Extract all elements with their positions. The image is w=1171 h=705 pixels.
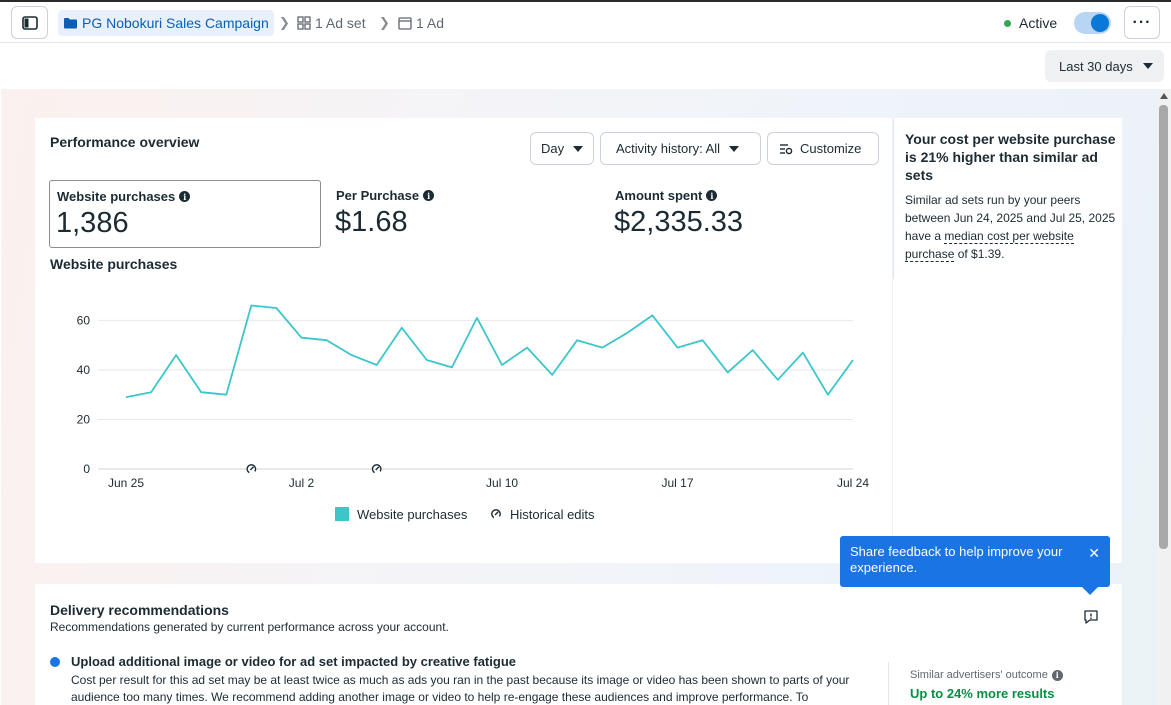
active-toggle[interactable] (1074, 12, 1111, 34)
website-purchases-chart: 0 20 40 60 Jun 25 Jul 2 Jul 10 Jul 17 Jul 24 Webs… (77, 304, 869, 522)
more-dots-icon: ··· (1132, 13, 1152, 31)
window-top-border (0, 0, 1171, 2)
x-tick-label: Jul 17 (662, 476, 694, 490)
grid-icon (297, 16, 311, 30)
y-tick-label: 20 (77, 412, 91, 426)
metric-website-purchases[interactable]: Website purchases i 1,386 (49, 180, 321, 248)
toast-message: Share feedback to help improve your expe… (850, 544, 1063, 575)
caret-down-icon (573, 145, 584, 152)
chevron-right-icon: ❯ (379, 15, 390, 30)
caret-down-icon (729, 145, 740, 152)
metric-per-purchase[interactable]: Per Purchase i $1.68 (329, 180, 589, 248)
close-icon[interactable]: ✕ (1088, 545, 1100, 561)
legend-swatch-website-purchases (335, 507, 349, 521)
feedback-toast[interactable]: Share feedback to help improve your expe… (840, 536, 1110, 595)
legend-label-historical-edits: Historical edits (510, 507, 595, 522)
x-tick-label: Jul 10 (486, 476, 518, 490)
recommendation-bullet (50, 657, 60, 667)
breadcrumb-ad[interactable]: 1 Ad (398, 10, 444, 36)
series-line-website-purchases (125, 304, 854, 399)
status-indicator: Active (1004, 10, 1057, 36)
customize-button[interactable]: Customize (767, 132, 879, 165)
info-icon[interactable]: i (1051, 669, 1063, 681)
benchmark-insight-card: Your cost per website purchase is 21% hi… (893, 118, 1122, 563)
metric-label: Amount spent (615, 188, 703, 203)
breadcrumb-ad-label: 1 Ad (416, 15, 445, 31)
metric-label: Per Purchase (336, 188, 420, 203)
delivery-subtitle: Recommendations generated by current per… (50, 620, 449, 634)
granularity-label: Day (541, 141, 565, 156)
date-range-label: Last 30 days (1059, 58, 1133, 74)
metric-label-wrap: Per Purchase i (336, 188, 435, 203)
activity-history-label: Activity history: All (616, 141, 721, 156)
scrollbar-thumb[interactable] (1159, 105, 1168, 549)
breadcrumb-campaign-label: PG Nobokuri Sales Campaign (82, 15, 269, 31)
outcome-label-wrap: Similar advertisers' outcome i (910, 669, 1063, 681)
status-dot (1004, 19, 1011, 27)
customize-icon (780, 143, 793, 154)
info-icon[interactable]: i (706, 190, 718, 201)
vertical-scrollbar[interactable] (1157, 89, 1171, 705)
ad-frame-icon (398, 16, 412, 30)
top-bar: PG Nobokuri Sales Campaign ❯ 1 Ad set ❯ … (0, 2, 1171, 43)
info-icon[interactable]: i (423, 190, 435, 201)
scroll-up-arrow[interactable] (1160, 93, 1168, 99)
recommendation-divider (888, 662, 889, 705)
y-tick-label: 60 (77, 313, 91, 327)
outcome-value: Up to 24% more results (910, 686, 1055, 701)
granularity-dropdown[interactable]: Day (530, 132, 594, 165)
breadcrumb-adset-label: 1 Ad set (315, 15, 366, 31)
performance-overview-card: Performance overview Day Activity histor… (35, 118, 892, 563)
historical-edit-icon-needle (249, 466, 255, 471)
insight-headline: Your cost per website purchase is 21% hi… (905, 131, 1116, 183)
activity-history-dropdown[interactable]: Activity history: All (600, 132, 761, 165)
recommendation-title[interactable]: Upload additional image or video for ad … (71, 654, 516, 669)
insight-body: Similar ad sets run by your peers betwee… (905, 191, 1117, 263)
delivery-title: Delivery recommendations (50, 602, 229, 618)
metric-value: $2,335.33 (614, 206, 744, 238)
sidebar-panel-icon (21, 15, 38, 30)
status-label: Active (1019, 15, 1058, 31)
delivery-recommendations-card: Delivery recommendations Recommendations… (35, 584, 1122, 705)
toast-pointer (1082, 587, 1098, 595)
outcome-label: Similar advertisers' outcome (910, 669, 1048, 681)
x-tick-label: Jul 2 (289, 476, 315, 490)
recommendation-body: Cost per result for this ad set may be a… (71, 673, 850, 704)
chart-title: Website purchases (50, 256, 178, 272)
legend-historical-edit-icon-needle (494, 511, 499, 516)
info-icon[interactable]: i (179, 191, 191, 202)
feedback-icon[interactable] (1083, 609, 1099, 625)
x-tick-label: Jul 24 (837, 476, 869, 490)
customize-label: Customize (800, 141, 862, 156)
historical-edit-icon-needle (375, 466, 380, 471)
metric-label-wrap: Website purchases i (57, 189, 191, 204)
insight-body-text: Similar ad sets run by your peers betwee… (905, 193, 1116, 243)
x-tick-label: Jun 25 (108, 476, 144, 490)
y-tick-label: 40 (77, 363, 91, 377)
metric-value: 1,386 (56, 207, 129, 239)
y-tick-label: 0 (83, 462, 90, 476)
breadcrumb-adset[interactable]: 1 Ad set (297, 10, 366, 36)
more-options-button[interactable]: ··· (1124, 6, 1160, 39)
toggle-knob (1091, 14, 1109, 32)
insight-body-end: of $1.39. (954, 247, 1005, 261)
legend-label-website-purchases: Website purchases (357, 507, 468, 522)
date-range-dropdown[interactable]: Last 30 days (1045, 50, 1164, 82)
performance-title: Performance overview (50, 134, 200, 150)
chevron-right-icon: ❯ (279, 15, 290, 30)
main-content: Performance overview Day Activity histor… (1, 89, 1157, 705)
metric-amount-spent[interactable]: Amount spent i $2,335.33 (608, 180, 868, 248)
caret-down-icon (1142, 63, 1153, 69)
metric-label-wrap: Amount spent i (615, 188, 718, 203)
folder-icon (64, 18, 77, 29)
sidebar-toggle-button[interactable] (11, 6, 48, 39)
metric-value: $1.68 (335, 206, 408, 238)
median-cost-link[interactable]: median cost per website purchase (905, 229, 1074, 262)
metric-label: Website purchases (57, 189, 176, 204)
insight-divider (893, 118, 894, 279)
breadcrumb-campaign[interactable]: PG Nobokuri Sales Campaign (58, 10, 274, 36)
